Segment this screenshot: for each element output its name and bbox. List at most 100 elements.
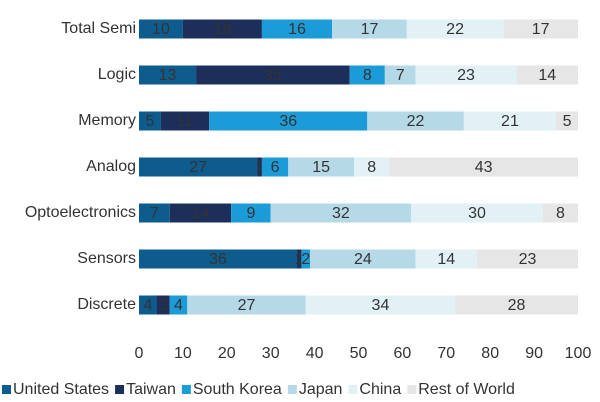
- data-label: 17: [532, 21, 550, 38]
- legend-label: South Korea: [193, 381, 282, 398]
- bar-segment: [354, 157, 390, 177]
- data-label: 13: [159, 67, 177, 84]
- y-tick-label: Discrete: [77, 296, 136, 313]
- y-tick-label: Total Semi: [61, 20, 136, 37]
- bar-segment: [139, 65, 197, 85]
- data-label: 36: [279, 113, 297, 130]
- data-label: 2: [301, 251, 310, 268]
- bar-segment: [305, 295, 456, 315]
- bar-segment: [415, 65, 517, 85]
- bar-segment: [169, 203, 232, 223]
- bar-segment: [182, 19, 262, 39]
- bar-segment: [411, 203, 543, 223]
- data-label: 4: [174, 297, 183, 314]
- data-label: 34: [372, 297, 390, 314]
- data-label: 28: [508, 297, 526, 314]
- bar-segment: [556, 111, 578, 131]
- bar-segment: [231, 203, 271, 223]
- bar-segment: [139, 295, 157, 315]
- data-label: 4: [143, 297, 152, 314]
- y-tick-label: Optoelectronics: [25, 204, 136, 221]
- data-label: 5: [146, 113, 155, 130]
- x-tick-label: 30: [262, 345, 280, 362]
- data-label: 35: [264, 67, 282, 84]
- data-label: 23: [519, 251, 537, 268]
- x-tick-label: 70: [437, 345, 455, 362]
- bar-segment: [288, 157, 355, 177]
- bar-segment: [367, 111, 464, 131]
- data-label: 21: [501, 113, 519, 130]
- x-tick-label: 100: [565, 345, 592, 362]
- y-tick-label: Memory: [78, 112, 136, 129]
- bar-segment: [384, 65, 416, 85]
- bar-segment: [332, 19, 407, 39]
- bar-segment: [156, 295, 170, 315]
- data-label: 8: [556, 205, 565, 222]
- bar-segment: [477, 249, 578, 269]
- legend-swatch: [348, 385, 358, 394]
- bar-segment: [139, 111, 161, 131]
- data-label: 3: [159, 297, 168, 314]
- legend-swatch: [2, 385, 11, 394]
- bar-segment: [389, 157, 578, 177]
- bar-segment: [349, 65, 385, 85]
- data-label: 1: [255, 159, 264, 176]
- x-tick-label: 10: [174, 345, 192, 362]
- data-label: 9: [246, 205, 255, 222]
- x-tick-label: 60: [394, 345, 412, 362]
- data-label: 14: [437, 251, 455, 268]
- x-tick-label: 80: [481, 345, 499, 362]
- data-label: 43: [475, 159, 493, 176]
- x-tick-label: 0: [135, 345, 144, 362]
- legend-swatch: [181, 385, 191, 394]
- bar-segment: [542, 203, 578, 223]
- bar-segment: [463, 111, 557, 131]
- bar-segment: [139, 19, 183, 39]
- bar-segment: [196, 65, 350, 85]
- bar-segment: [270, 203, 412, 223]
- data-label: 7: [150, 205, 159, 222]
- bar-segment: [310, 249, 416, 269]
- data-label: 23: [457, 67, 475, 84]
- bar-segment: [516, 65, 578, 85]
- legend-label: Taiwan: [126, 381, 176, 398]
- legend-label: United States: [13, 381, 109, 398]
- bar-segment: [209, 111, 368, 131]
- data-label: 32: [332, 205, 350, 222]
- data-label: 5: [563, 113, 572, 130]
- data-label: 14: [192, 205, 210, 222]
- legend-label: Japan: [299, 381, 343, 398]
- legend-swatch: [115, 385, 125, 394]
- x-tick-label: 90: [525, 345, 543, 362]
- y-tick-label: Logic: [98, 66, 136, 83]
- data-label: 22: [446, 21, 464, 38]
- legend-label: Rest of World: [418, 381, 515, 398]
- data-label: 1: [295, 251, 304, 268]
- bar-segment: [187, 295, 306, 315]
- legend-swatch: [407, 385, 417, 394]
- data-label: 7: [396, 67, 405, 84]
- bar-segment: [261, 157, 289, 177]
- bar-segment: [257, 157, 262, 177]
- data-label: 8: [363, 67, 372, 84]
- data-label: 14: [538, 67, 556, 84]
- data-label: 36: [209, 251, 227, 268]
- x-tick-label: 40: [306, 345, 324, 362]
- data-label: 8: [367, 159, 376, 176]
- y-tick-label: Sensors: [77, 250, 136, 267]
- data-label: 11: [177, 113, 194, 130]
- bar-segment: [297, 249, 302, 269]
- data-label: 22: [407, 113, 425, 130]
- bar-segment: [139, 157, 258, 177]
- bar-segment: [415, 249, 478, 269]
- bar-segment: [301, 249, 311, 269]
- bar-segment: [139, 203, 170, 223]
- data-label: 6: [271, 159, 280, 176]
- bar-segment: [169, 295, 188, 315]
- bar-segment: [455, 295, 578, 315]
- y-tick-label: Analog: [86, 158, 136, 175]
- data-label: 30: [468, 205, 486, 222]
- legend-label: China: [359, 381, 401, 398]
- bar-segment: [160, 111, 210, 131]
